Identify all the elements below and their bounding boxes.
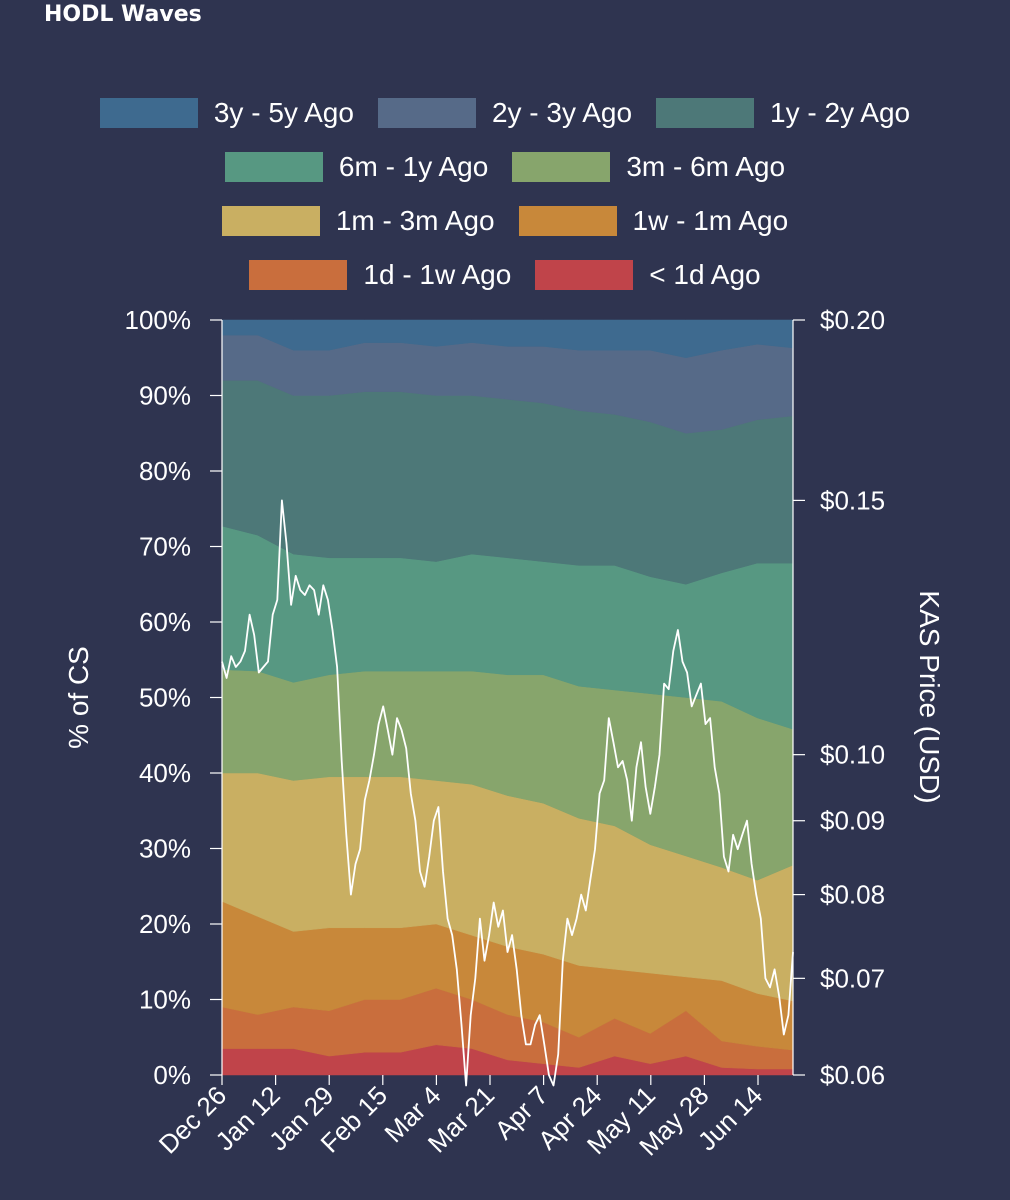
legend-label: 1d - 1w Ago — [363, 259, 512, 290]
left-tick-label: 60% — [139, 607, 191, 637]
legend-label: 1w - 1m Ago — [632, 205, 789, 236]
right-tick-label: $0.15 — [820, 485, 885, 515]
right-axis-title: KAS Price (USD) — [914, 590, 945, 803]
right-tick-label: $0.10 — [820, 740, 885, 770]
legend-swatch — [512, 152, 611, 182]
legend-swatch — [518, 206, 617, 236]
left-tick-label: 50% — [139, 683, 191, 713]
legend-item-3m-6m-ago[interactable]: 3m - 6m Ago — [512, 151, 785, 183]
price-line — [221, 499, 794, 1087]
chart-title: HODL Waves — [44, 2, 202, 27]
right-tick-label: $0.08 — [820, 880, 885, 910]
right-tick-label: $0.06 — [820, 1060, 885, 1090]
left-tick-label: 40% — [139, 758, 191, 788]
legend-swatch — [377, 98, 476, 128]
left-axis-title: % of CS — [63, 646, 94, 749]
left-tick-label: 10% — [139, 985, 191, 1015]
legend-label: 2y - 3y Ago — [491, 97, 633, 128]
legend-item-1d-ago[interactable]: < 1d Ago — [535, 259, 761, 291]
legend-swatch — [656, 98, 755, 128]
chart-legend: 3y - 5y Ago 2y - 3y Ago 1y - 2y Ago 6m - 1y… — [0, 96, 1010, 312]
left-tick-label: 80% — [139, 456, 191, 486]
legend-row: 3y - 5y Ago 2y - 3y Ago 1y - 2y Ago — [0, 96, 1010, 130]
legend-label: 1y - 2y Ago — [770, 97, 911, 128]
legend-item-1y-2y-ago[interactable]: 1y - 2y Ago — [656, 97, 910, 129]
legend-row: 6m - 1y Ago 3m - 6m Ago — [0, 150, 1010, 184]
right-tick-label: $0.07 — [820, 963, 885, 993]
left-tick-label: 30% — [139, 834, 191, 864]
legend-item-2y-3y-ago[interactable]: 2y - 3y Ago — [377, 97, 633, 129]
legend-row: 1m - 3m Ago 1w - 1m Ago — [0, 204, 1010, 238]
legend-swatch — [535, 260, 634, 290]
left-tick-label: 70% — [139, 532, 191, 562]
legend-item-1m-3m-ago[interactable]: 1m - 3m Ago — [221, 205, 495, 237]
left-tick-label: 20% — [139, 909, 191, 939]
legend-item-6m-1y-ago[interactable]: 6m - 1y Ago — [224, 151, 489, 183]
legend-swatch — [224, 152, 323, 182]
legend-label: 3m - 6m Ago — [626, 151, 786, 182]
legend-label: 3y - 5y Ago — [213, 97, 354, 128]
right-tick-label: $0.09 — [820, 806, 885, 836]
right-tick-label: $0.20 — [820, 305, 885, 335]
legend-item-1w-1m-ago[interactable]: 1w - 1m Ago — [518, 205, 789, 237]
stacked-areas — [221, 319, 794, 1076]
legend-label: 6m - 1y Ago — [338, 151, 489, 182]
legend-swatch — [221, 206, 320, 236]
legend-item-3y-5y-ago[interactable]: 3y - 5y Ago — [99, 97, 354, 129]
legend-label: 1m - 3m Ago — [335, 205, 495, 236]
legend-row: 1d - 1w Ago < 1d Ago — [0, 258, 1010, 292]
legend-swatch — [249, 260, 348, 290]
legend-label: < 1d Ago — [649, 259, 761, 290]
x-tick-label: Dec 26 — [153, 1080, 232, 1159]
legend-item-1d-1w-ago[interactable]: 1d - 1w Ago — [249, 259, 511, 291]
legend-swatch — [99, 98, 198, 128]
left-tick-label: 90% — [139, 381, 191, 411]
left-tick-label: 0% — [153, 1060, 191, 1090]
left-tick-label: 100% — [125, 305, 192, 335]
